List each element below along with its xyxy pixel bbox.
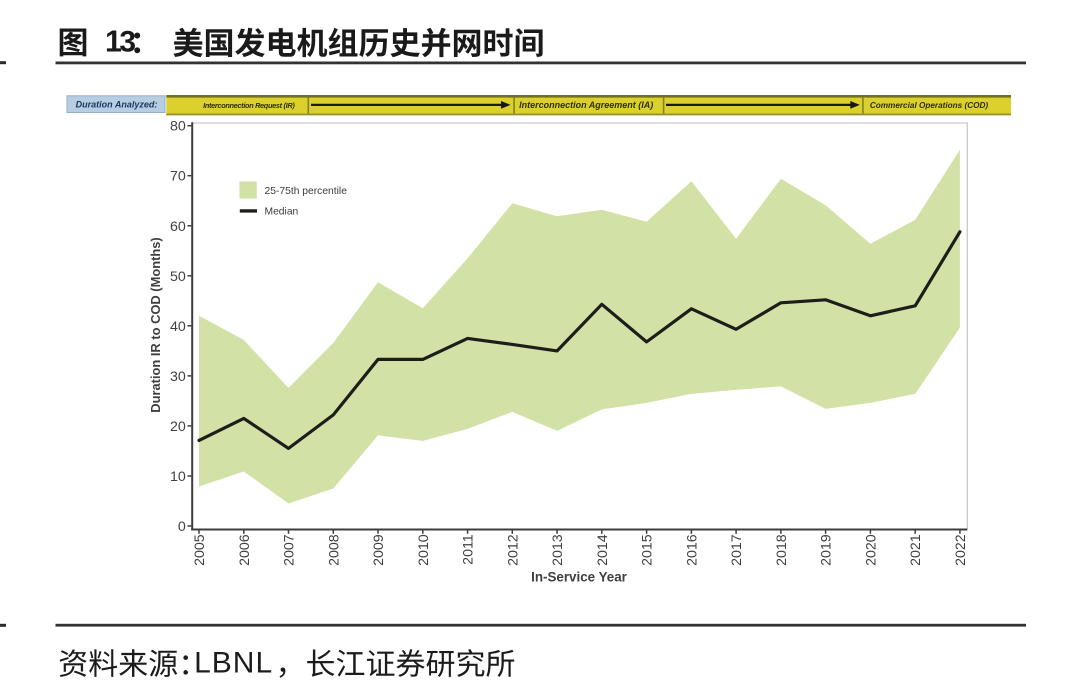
svg-text:2016: 2016 <box>684 534 700 566</box>
svg-text:2005: 2005 <box>192 534 208 566</box>
svg-text:2008: 2008 <box>326 534 342 566</box>
svg-text:2009: 2009 <box>371 534 387 566</box>
svg-text:Duration IR to COD (Months): Duration IR to COD (Months) <box>148 237 163 412</box>
svg-text:2013: 2013 <box>550 534 566 566</box>
svg-text:10: 10 <box>170 469 186 485</box>
svg-text:Interconnection Request (IR): Interconnection Request (IR) <box>203 101 295 110</box>
svg-text:2022: 2022 <box>953 534 969 566</box>
svg-text:2007: 2007 <box>282 534 298 566</box>
svg-text:70: 70 <box>170 169 186 185</box>
svg-text:2006: 2006 <box>237 534 253 566</box>
svg-text:Duration Analyzed:: Duration Analyzed: <box>76 100 158 110</box>
svg-text:0: 0 <box>178 519 186 535</box>
svg-text:2012: 2012 <box>505 534 521 566</box>
svg-text:2011: 2011 <box>461 534 477 565</box>
svg-text:2018: 2018 <box>774 534 790 566</box>
svg-text:2020: 2020 <box>863 534 879 566</box>
svg-text:1: 1 <box>105 25 122 59</box>
svg-text:3: 3 <box>119 26 136 59</box>
svg-text:2014: 2014 <box>595 534 611 566</box>
svg-text:LBNL: LBNL <box>194 647 273 680</box>
svg-text:2017: 2017 <box>729 534 745 566</box>
svg-text:25-75th percentile: 25-75th percentile <box>265 186 348 197</box>
svg-text:Commercial Operations (COD): Commercial Operations (COD) <box>870 101 989 110</box>
svg-text:In-Service Year: In-Service Year <box>531 570 628 585</box>
svg-text:Median: Median <box>265 207 299 218</box>
svg-text:2021: 2021 <box>908 534 924 566</box>
svg-text:60: 60 <box>170 219 186 235</box>
svg-text:Interconnection Agreement (IA): Interconnection Agreement (IA) <box>519 100 653 110</box>
svg-text:30: 30 <box>170 369 186 385</box>
svg-text:50: 50 <box>170 269 186 285</box>
svg-text:80: 80 <box>170 119 186 135</box>
svg-text:2010: 2010 <box>416 534 432 566</box>
svg-text:40: 40 <box>170 319 186 335</box>
svg-text:20: 20 <box>170 419 186 435</box>
svg-text:2015: 2015 <box>640 534 656 566</box>
svg-text:2019: 2019 <box>819 534 835 566</box>
